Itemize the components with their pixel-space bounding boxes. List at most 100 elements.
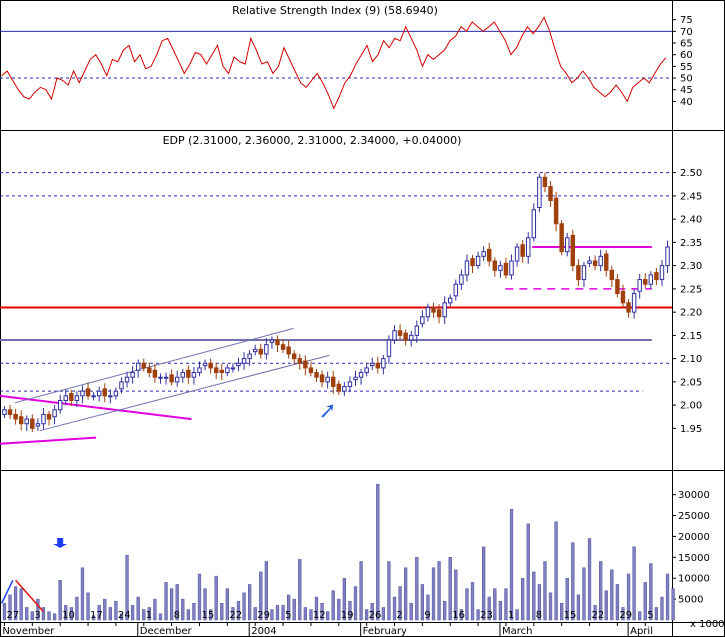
price-tick-label: 2.00 xyxy=(680,401,702,412)
x-tick-label: 24 xyxy=(118,610,131,621)
candle-body xyxy=(542,176,548,188)
volume-bar xyxy=(593,605,597,621)
x-tick-label: 17 xyxy=(90,610,103,621)
volume-bar xyxy=(236,600,241,621)
candle-body xyxy=(96,390,102,397)
candle-body xyxy=(141,362,146,369)
trend-line xyxy=(0,436,97,445)
volume-tick-label: 15000 xyxy=(678,553,710,564)
volume-bar xyxy=(376,483,380,621)
candle-body xyxy=(481,251,486,257)
volume-bar xyxy=(114,600,118,621)
candle-body xyxy=(654,272,659,281)
candle-body xyxy=(124,376,130,383)
rsi-tick-label: 75 xyxy=(680,15,693,26)
x-tick-label: 12 xyxy=(313,610,326,621)
volume-bar xyxy=(147,607,151,621)
candle-body xyxy=(397,330,403,336)
price-tick-label: 1.95 xyxy=(680,424,702,435)
candle-body xyxy=(152,369,158,378)
x-tick-label: 5 xyxy=(647,610,653,621)
price-tick-label: 2.05 xyxy=(680,377,702,388)
price-title: EDP (2.31000, 2.36000, 2.31000, 2.34000,… xyxy=(163,134,462,147)
candle-body xyxy=(191,372,197,378)
volume-bar xyxy=(52,613,57,621)
candle-body xyxy=(526,237,531,257)
trend-line xyxy=(0,394,192,421)
candle-body xyxy=(186,369,191,378)
x-tick-label: 1 xyxy=(146,610,152,621)
candle-body xyxy=(381,358,386,369)
candle-body xyxy=(431,306,436,313)
candle-body xyxy=(24,418,29,425)
volume-bar xyxy=(465,588,469,621)
x-tick-label: 15 xyxy=(564,610,577,621)
candle-body xyxy=(2,409,7,415)
candle-body xyxy=(615,279,620,295)
volume-bar xyxy=(281,605,285,621)
volume-bar xyxy=(493,588,497,621)
volume-bar xyxy=(392,596,397,621)
volume-bar xyxy=(521,577,525,621)
volume-bar xyxy=(169,588,174,621)
volume-unit-label: x 1000 xyxy=(690,619,725,630)
volume-bar xyxy=(610,569,614,621)
volume-bar xyxy=(58,580,62,621)
candle-body xyxy=(631,293,637,313)
candle-body xyxy=(509,260,514,276)
volume-bar xyxy=(353,586,358,621)
candle-body xyxy=(130,372,135,378)
volume-bar xyxy=(75,596,79,621)
volume-bar xyxy=(560,603,564,621)
candle-body xyxy=(213,367,219,374)
trend-line xyxy=(14,327,294,404)
volume-bar xyxy=(186,609,190,621)
rsi-tick-label: 70 xyxy=(680,27,693,38)
volume-bar xyxy=(348,600,352,621)
volume-bar xyxy=(8,594,12,621)
volume-bar xyxy=(398,586,402,621)
volume-bar xyxy=(286,594,291,621)
candle-body xyxy=(18,416,24,425)
rsi-title: Relative Strength Index (9) (58.6940) xyxy=(232,4,438,17)
volume-bar xyxy=(649,563,653,621)
candle-body xyxy=(247,353,252,360)
volume-bar xyxy=(314,596,319,621)
candle-body xyxy=(581,265,587,281)
candle-body xyxy=(308,367,314,374)
volume-bar xyxy=(365,609,369,621)
candle-body xyxy=(436,309,442,318)
volume-bar xyxy=(331,590,335,621)
candle-body xyxy=(303,360,308,369)
volume-bar xyxy=(158,613,163,621)
volume-bar xyxy=(537,584,542,621)
volume-tick-label: 30000 xyxy=(678,490,710,501)
volume-bar xyxy=(264,561,268,621)
volume-bar xyxy=(654,607,659,621)
candle-body xyxy=(587,260,592,264)
volume-bar xyxy=(532,571,536,621)
x-tick-label: 3 xyxy=(34,610,40,621)
candle-body xyxy=(475,255,481,267)
volume-bar xyxy=(370,603,374,621)
candle-body xyxy=(85,388,91,397)
candle-body xyxy=(369,362,375,367)
candle-body xyxy=(35,423,41,427)
candle-body xyxy=(604,253,609,271)
volume-bar xyxy=(220,603,224,621)
price-tick-label: 2.35 xyxy=(680,238,702,249)
volume-bar xyxy=(443,600,447,621)
volume-bar xyxy=(554,521,558,621)
volume-bar xyxy=(576,594,581,621)
candle-body xyxy=(108,395,113,398)
volume-bar xyxy=(604,590,608,621)
candle-body xyxy=(420,316,425,325)
volume-tick-label: 10000 xyxy=(678,574,710,585)
volume-bar xyxy=(142,609,146,621)
candle-body xyxy=(464,260,470,276)
volume-signal-arrow xyxy=(53,538,68,548)
candle-body xyxy=(7,409,13,415)
volume-bar xyxy=(320,603,324,621)
volume-bar xyxy=(571,542,575,621)
